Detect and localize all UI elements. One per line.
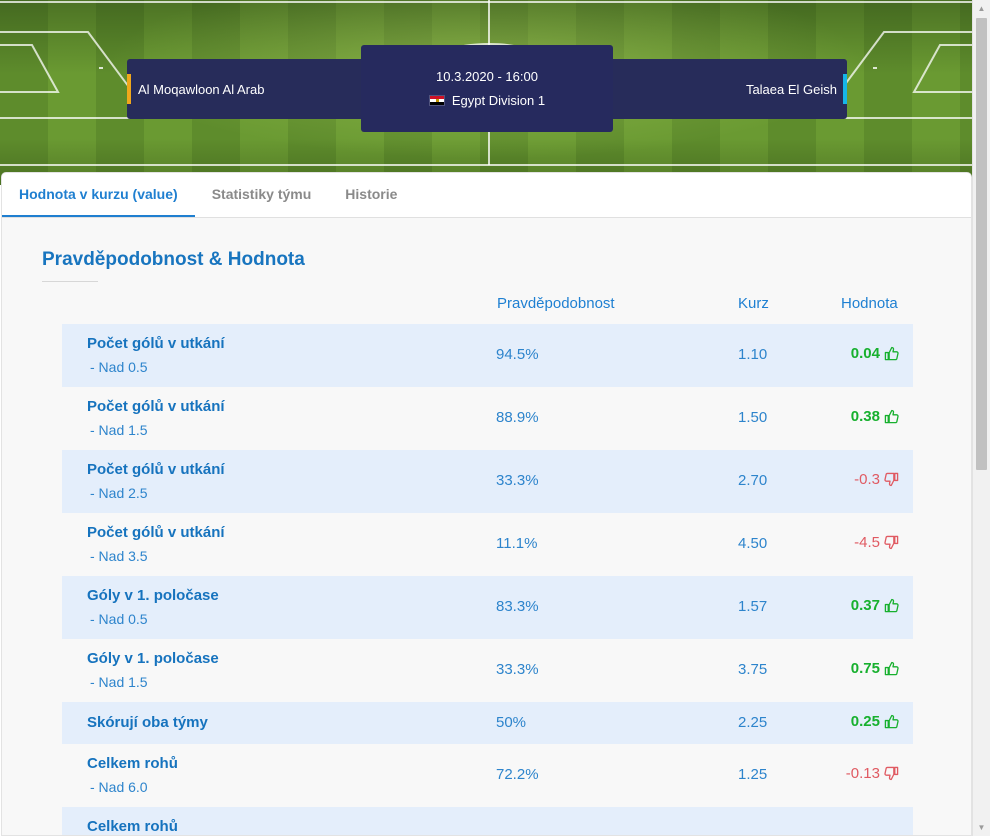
- home-team-name[interactable]: Al Moqawloon Al Arab: [138, 81, 265, 97]
- value-cell: 0.37: [851, 597, 899, 614]
- odds-value: 1.25: [738, 766, 768, 783]
- thumbs-up-icon: [884, 661, 899, 676]
- probability-value: 33.3%: [496, 472, 539, 489]
- thumbs-up-icon: [884, 346, 899, 361]
- away-team-bar: Talaea El Geish: [610, 59, 847, 119]
- value-number: -4.5: [854, 534, 880, 551]
- match-info-box: 10.3.2020 - 16:00 Egypt Division 1: [361, 45, 613, 132]
- odds-value: 2.70: [738, 472, 768, 489]
- market-name[interactable]: Celkem rohů: [87, 818, 178, 835]
- thumbs-up-icon: [884, 409, 899, 424]
- match-datetime: 10.3.2020 - 16:00: [436, 69, 538, 84]
- match-league[interactable]: Egypt Division 1: [361, 93, 613, 108]
- home-team-color-stripe: [127, 74, 131, 104]
- odds-value: 3.75: [738, 661, 768, 678]
- market-name[interactable]: Počet gólů v utkání: [87, 335, 225, 352]
- away-team-color-stripe: [843, 74, 847, 104]
- market-name[interactable]: Skórují oba týmy: [87, 714, 208, 731]
- odds-value: 1.50: [738, 409, 768, 426]
- value-cell: 0.75: [851, 660, 899, 677]
- thumbs-down-icon: [884, 766, 899, 781]
- probability-value: 83.3%: [496, 598, 539, 615]
- thumbs-up-icon: [884, 598, 899, 613]
- value-cell: 0.04: [851, 345, 899, 362]
- selection-label: - Nad 1.5: [90, 422, 148, 438]
- market-name[interactable]: Počet gólů v utkání: [87, 461, 225, 478]
- value-number: -0.3: [854, 471, 880, 488]
- market-name[interactable]: Počet gólů v utkání: [87, 524, 225, 541]
- table-row: Celkem rohů - Nad 6.0 72.2% 1.25 -0.13: [62, 744, 913, 807]
- value-table: Počet gólů v utkání - Nad 0.5 94.5% 1.10…: [62, 324, 913, 835]
- table-row: Počet gólů v utkání - Nad 0.5 94.5% 1.10…: [62, 324, 913, 387]
- value-number: 0.25: [850, 713, 880, 730]
- value-cell: 0.38: [851, 408, 899, 425]
- table-row: Počet gólů v utkání - Nad 1.5 88.9% 1.50…: [62, 387, 913, 450]
- value-cell: -0.13: [846, 765, 899, 782]
- scrollbar-thumb[interactable]: [976, 18, 987, 470]
- column-header-probability: Pravděpodobnost: [497, 295, 615, 312]
- thumbs-down-icon: [884, 472, 899, 487]
- probability-value: 33.3%: [496, 661, 539, 678]
- scroll-down-arrow-icon[interactable]: ▼: [977, 823, 986, 832]
- selection-label: - Nad 3.5: [90, 548, 148, 564]
- table-row: Góly v 1. poločase - Nad 1.5 33.3% 3.75 …: [62, 639, 913, 702]
- table-row: Počet gólů v utkání - Nad 2.5 33.3% 2.70…: [62, 450, 913, 513]
- market-name[interactable]: Góly v 1. poločase: [87, 650, 219, 667]
- market-name[interactable]: Góly v 1. poločase: [87, 587, 219, 604]
- content-card: Hodnota v kurzu (value) Statistiky týmu …: [1, 172, 972, 836]
- selection-label: - Nad 2.5: [90, 485, 148, 501]
- odds-value: 2.25: [738, 714, 768, 731]
- market-name[interactable]: Počet gólů v utkání: [87, 398, 225, 415]
- selection-label: - Nad 1.5: [90, 674, 148, 690]
- tab-value[interactable]: Hodnota v kurzu (value): [2, 173, 195, 217]
- selection-label: - Nad 6.0: [90, 779, 148, 795]
- thumbs-up-icon: [884, 714, 899, 729]
- egypt-flag-icon: [428, 95, 445, 106]
- value-cell: -4.5: [854, 534, 899, 551]
- table-row: Celkem rohů: [62, 807, 913, 835]
- tab-team-stats[interactable]: Statistiky týmu: [211, 186, 312, 202]
- odds-value: 1.10: [738, 346, 768, 363]
- probability-value: 94.5%: [496, 346, 539, 363]
- league-name: Egypt Division 1: [451, 93, 546, 108]
- table-row: Góly v 1. poločase - Nad 0.5 83.3% 1.57 …: [62, 576, 913, 639]
- value-number: -0.13: [845, 765, 880, 782]
- tab-history[interactable]: Historie: [345, 186, 398, 202]
- scroll-up-arrow-icon[interactable]: ▲: [977, 4, 986, 13]
- market-name[interactable]: Celkem rohů: [87, 755, 178, 772]
- value-number: 0.38: [850, 408, 880, 425]
- odds-value: 4.50: [738, 535, 768, 552]
- scrollbar[interactable]: ▲ ▼: [972, 0, 990, 836]
- pitch-lines: [0, 0, 972, 166]
- away-team-name[interactable]: Talaea El Geish: [745, 81, 837, 97]
- value-cell: -0.3: [854, 471, 899, 488]
- selection-label: - Nad 0.5: [90, 611, 148, 627]
- section-title: Pravděpodobnost & Hodnota: [42, 249, 305, 270]
- thumbs-down-icon: [884, 535, 899, 550]
- probability-value: 11.1%: [496, 535, 538, 552]
- selection-label: - Nad 0.5: [90, 359, 148, 375]
- value-number: 0.37: [850, 597, 880, 614]
- probability-value: 72.2%: [496, 766, 539, 783]
- value-number: 0.75: [850, 660, 880, 677]
- probability-value: 88.9%: [496, 409, 539, 426]
- match-header: Al Moqawloon Al Arab Talaea El Geish 10.…: [0, 0, 972, 185]
- value-number: 0.04: [850, 345, 880, 362]
- probability-value: 50%: [496, 714, 527, 731]
- home-team-bar: Al Moqawloon Al Arab: [127, 59, 367, 119]
- value-cell: 0.25: [851, 713, 899, 730]
- table-row: Počet gólů v utkání - Nad 3.5 11.1% 4.50…: [62, 513, 913, 576]
- column-header-odds: Kurz: [738, 295, 769, 312]
- table-row: Skórují oba týmy 50% 2.25 0.25: [62, 702, 913, 744]
- tab-bar: Hodnota v kurzu (value) Statistiky týmu …: [2, 173, 971, 218]
- title-divider: [42, 281, 98, 282]
- column-header-value: Hodnota: [841, 295, 898, 312]
- odds-value: 1.57: [738, 598, 768, 615]
